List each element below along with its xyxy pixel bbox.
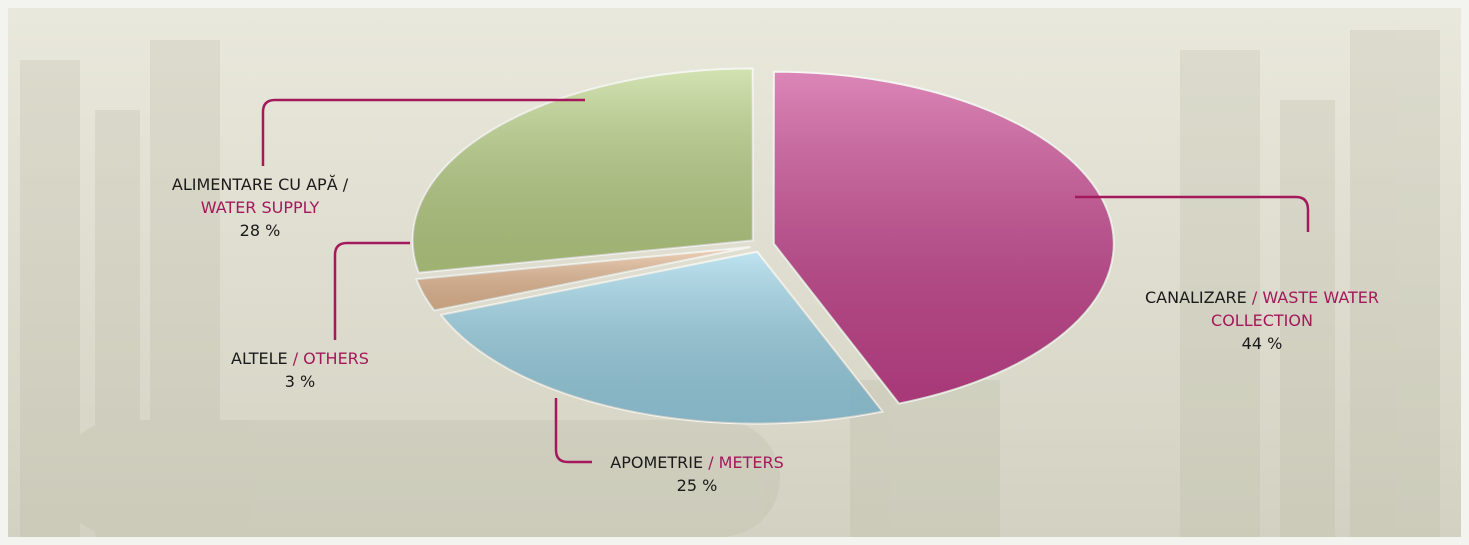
leader-line <box>1075 195 1310 232</box>
leader-line <box>261 98 585 166</box>
slice-label: ALTELE / OTHERS 3 % <box>200 347 400 393</box>
leader-line <box>554 398 592 464</box>
city-silhouette <box>20 30 1440 537</box>
slice-shade <box>416 247 751 311</box>
value-label: 3 % <box>284 372 316 391</box>
slice-shade <box>441 251 883 424</box>
value-label: 28 % <box>239 221 281 240</box>
slice-shade <box>773 71 1114 404</box>
leader-line <box>333 241 410 340</box>
value-label: 44 % <box>1241 334 1283 353</box>
value-label: 25 % <box>676 476 718 495</box>
slice-label: CANALIZARE / WASTE WATER COLLECTION 44 % <box>1142 286 1382 355</box>
label-ro: APOMETRIE <box>610 453 704 472</box>
label-en: WATER SUPPLY <box>200 198 320 217</box>
label-en: / METERS <box>708 453 784 472</box>
slice-label: ALIMENTARE CU APĂ / WATER SUPPLY 28 % <box>150 173 370 242</box>
slice-shade <box>412 68 753 273</box>
slice-label: APOMETRIE / METERS 25 % <box>592 451 802 497</box>
label-ro: ALTELE <box>231 349 288 368</box>
label-ro: ALIMENTARE CU APĂ / <box>171 175 349 194</box>
label-ro: CANALIZARE <box>1144 288 1247 307</box>
label-en: / WASTE WATER COLLECTION <box>1211 288 1380 330</box>
label-en: / OTHERS <box>292 349 369 368</box>
